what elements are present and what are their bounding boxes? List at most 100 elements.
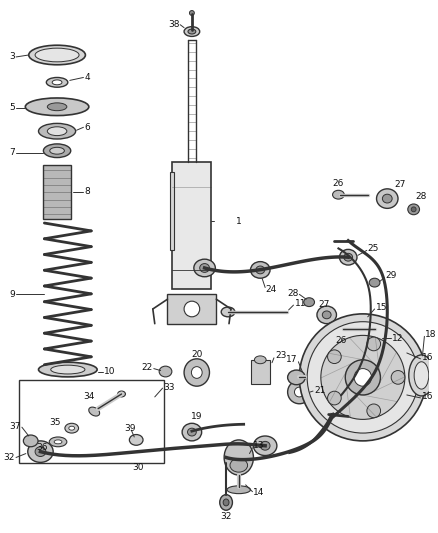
Ellipse shape (28, 441, 53, 462)
Ellipse shape (369, 278, 380, 287)
Text: 29: 29 (385, 271, 397, 280)
Ellipse shape (118, 391, 125, 397)
Ellipse shape (227, 486, 251, 494)
Ellipse shape (382, 194, 392, 203)
Text: 5: 5 (9, 103, 15, 112)
Text: 37: 37 (10, 422, 21, 431)
Ellipse shape (35, 447, 46, 456)
Ellipse shape (47, 103, 67, 111)
Text: 39: 39 (124, 424, 136, 433)
Ellipse shape (200, 264, 209, 272)
Ellipse shape (332, 190, 344, 199)
Ellipse shape (223, 499, 229, 506)
Ellipse shape (184, 27, 200, 36)
Text: 13: 13 (254, 441, 265, 450)
Ellipse shape (344, 253, 353, 261)
Ellipse shape (317, 306, 336, 324)
Text: 28: 28 (287, 289, 298, 298)
Text: 24: 24 (265, 285, 276, 294)
Text: 7: 7 (9, 148, 15, 157)
Ellipse shape (377, 189, 398, 208)
Circle shape (391, 370, 405, 384)
Text: 27: 27 (318, 300, 329, 309)
Ellipse shape (408, 204, 420, 215)
Ellipse shape (65, 423, 78, 433)
Ellipse shape (51, 365, 85, 374)
Ellipse shape (49, 437, 67, 447)
Ellipse shape (322, 311, 331, 319)
Bar (43, 165, 71, 219)
Ellipse shape (69, 426, 74, 430)
Text: 11: 11 (294, 298, 306, 308)
Text: 25: 25 (368, 244, 379, 253)
Text: 26: 26 (333, 180, 344, 189)
Ellipse shape (260, 441, 270, 450)
Ellipse shape (411, 207, 416, 212)
Ellipse shape (159, 366, 172, 377)
Ellipse shape (39, 123, 76, 139)
Text: 26: 26 (336, 336, 347, 345)
Ellipse shape (46, 77, 68, 87)
Bar (251, 360, 270, 384)
Ellipse shape (220, 495, 233, 510)
Text: 16: 16 (421, 353, 433, 362)
Bar (170, 172, 174, 251)
Ellipse shape (39, 362, 97, 377)
Ellipse shape (89, 407, 99, 416)
Text: 10: 10 (104, 367, 116, 376)
Text: 30: 30 (132, 463, 144, 472)
Ellipse shape (29, 45, 85, 65)
Text: 1: 1 (236, 216, 242, 225)
Circle shape (354, 369, 372, 386)
Circle shape (328, 350, 341, 364)
Ellipse shape (182, 423, 201, 441)
Text: 4: 4 (85, 73, 90, 82)
Circle shape (345, 360, 381, 395)
Ellipse shape (184, 359, 209, 386)
Ellipse shape (256, 266, 265, 274)
Text: 18: 18 (425, 330, 437, 339)
Ellipse shape (294, 387, 304, 397)
Ellipse shape (23, 435, 38, 447)
Text: 8: 8 (85, 187, 90, 196)
Ellipse shape (304, 298, 314, 306)
Ellipse shape (43, 144, 71, 158)
Text: 19: 19 (191, 412, 202, 421)
Ellipse shape (25, 98, 89, 116)
Text: 32: 32 (220, 512, 232, 521)
Ellipse shape (190, 11, 194, 15)
Text: 32: 32 (4, 453, 15, 462)
Ellipse shape (254, 356, 266, 364)
Bar (172, 163, 212, 289)
Ellipse shape (288, 370, 305, 385)
Ellipse shape (35, 48, 79, 62)
Text: 35: 35 (49, 418, 61, 427)
Text: 16: 16 (421, 392, 433, 401)
Text: 3: 3 (9, 52, 15, 61)
Text: 33: 33 (163, 383, 175, 392)
Ellipse shape (224, 440, 254, 475)
Ellipse shape (188, 29, 196, 34)
Circle shape (328, 391, 341, 405)
Ellipse shape (230, 458, 247, 472)
Text: 14: 14 (254, 488, 265, 497)
Circle shape (321, 335, 405, 419)
Ellipse shape (409, 355, 434, 396)
Ellipse shape (251, 262, 270, 278)
Ellipse shape (191, 367, 202, 378)
Circle shape (367, 404, 381, 418)
Ellipse shape (187, 428, 196, 436)
Ellipse shape (339, 249, 357, 265)
Text: 21: 21 (314, 385, 325, 394)
Ellipse shape (47, 127, 67, 135)
Text: 17: 17 (286, 356, 297, 364)
Circle shape (299, 314, 426, 441)
Circle shape (184, 301, 200, 317)
Circle shape (367, 337, 381, 351)
Text: 36: 36 (37, 443, 48, 452)
Text: 34: 34 (84, 392, 95, 401)
Text: 9: 9 (9, 290, 15, 299)
Text: 23: 23 (275, 351, 286, 360)
Ellipse shape (288, 381, 311, 404)
Text: 6: 6 (85, 123, 90, 132)
